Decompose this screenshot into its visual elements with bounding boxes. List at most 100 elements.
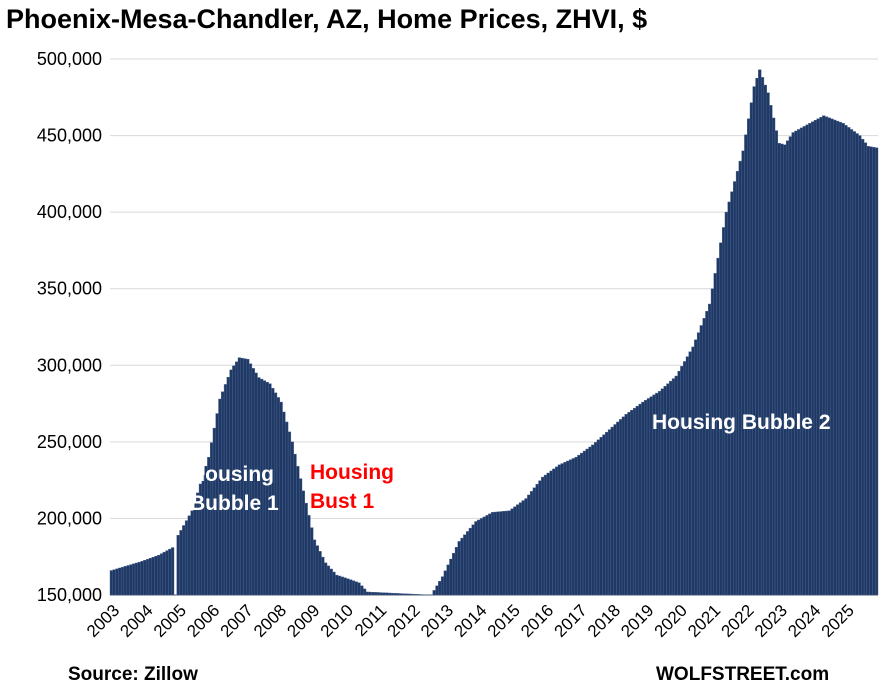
y-tick-label: 250,000	[37, 432, 102, 452]
x-tick-label: 2015	[484, 601, 524, 641]
bar	[349, 579, 353, 596]
bar	[777, 143, 781, 596]
bar	[443, 570, 447, 596]
bar	[326, 565, 331, 596]
bar	[474, 521, 478, 596]
bar	[555, 466, 559, 596]
bar	[157, 554, 161, 596]
bar	[301, 490, 305, 596]
bar	[382, 592, 386, 596]
bar	[176, 535, 180, 596]
bar	[819, 116, 823, 596]
bar	[312, 539, 317, 596]
x-tick-label: 2018	[584, 601, 624, 641]
bar	[733, 181, 737, 596]
bar	[137, 561, 141, 596]
bar	[616, 421, 620, 596]
x-tick-label: 2022	[717, 601, 757, 641]
bar	[154, 556, 158, 596]
bar	[179, 530, 183, 596]
bar	[635, 405, 639, 596]
bar	[159, 553, 164, 596]
bar	[538, 480, 542, 596]
bar	[471, 524, 475, 596]
x-tick-label: 2003	[83, 601, 123, 641]
bar	[162, 551, 166, 596]
bar	[513, 506, 517, 596]
x-tick-label: 2016	[517, 601, 557, 641]
x-tick-label: 2005	[150, 601, 190, 641]
bar	[766, 92, 770, 596]
bar	[496, 511, 500, 596]
bar	[518, 502, 523, 596]
bar	[132, 563, 136, 596]
bar	[763, 84, 767, 596]
bar	[805, 124, 809, 596]
bar	[296, 466, 300, 596]
bar	[847, 127, 851, 596]
bar	[318, 551, 322, 596]
bar	[774, 130, 779, 596]
bar	[460, 537, 464, 596]
bar	[129, 564, 133, 596]
annotation-bubble1-line1: Housing	[190, 463, 274, 486]
bar	[401, 593, 406, 596]
bar	[388, 592, 392, 596]
bar	[696, 332, 701, 596]
bar	[293, 453, 297, 596]
x-axis: 2003200420052006200720082009201020112012…	[83, 601, 858, 641]
bar	[844, 125, 848, 596]
bar	[332, 571, 336, 596]
bar	[758, 69, 762, 596]
bar	[413, 594, 417, 596]
bar	[560, 463, 564, 596]
bar	[836, 120, 840, 596]
brand-label: WOLFSTREET.com	[656, 664, 830, 685]
bar	[516, 504, 520, 596]
bar	[148, 558, 152, 596]
bar	[399, 593, 403, 596]
y-axis: 150,000 200,000 250,000 300,000 350,000 400,0…	[37, 49, 102, 605]
annotation-housing-bust-1: Housing Bust 1	[310, 458, 394, 516]
bar	[838, 122, 843, 596]
y-tick-label: 200,000	[37, 508, 102, 528]
bar	[638, 403, 642, 596]
x-tick-label: 2025	[818, 601, 858, 641]
bar	[287, 431, 292, 596]
bar	[571, 458, 575, 596]
bar	[813, 120, 817, 596]
bar	[363, 588, 367, 596]
bar	[641, 401, 645, 596]
bar	[869, 146, 873, 596]
bar	[577, 454, 581, 596]
bar	[794, 130, 798, 596]
bar	[752, 86, 756, 596]
bar	[151, 557, 155, 596]
bar	[120, 566, 125, 596]
bar	[855, 133, 859, 596]
bar	[541, 476, 545, 596]
bar	[404, 593, 408, 596]
bar	[557, 464, 561, 596]
bar	[527, 494, 531, 596]
x-tick-label: 2013	[417, 601, 457, 641]
bar	[165, 550, 169, 596]
y-tick-label: 450,000	[37, 126, 102, 146]
bar	[861, 138, 865, 596]
bar	[418, 594, 422, 596]
bar	[184, 520, 189, 596]
bar	[290, 441, 294, 596]
bar	[552, 468, 556, 596]
bar	[335, 574, 339, 596]
bar	[407, 593, 411, 596]
bar	[171, 547, 175, 596]
bar	[624, 414, 628, 596]
bar	[744, 134, 748, 596]
bar	[591, 444, 595, 596]
bar	[822, 115, 826, 596]
bar	[691, 346, 695, 596]
y-tick-label: 350,000	[37, 279, 102, 299]
bar	[440, 576, 445, 596]
bar	[588, 446, 592, 596]
bar	[593, 442, 598, 596]
